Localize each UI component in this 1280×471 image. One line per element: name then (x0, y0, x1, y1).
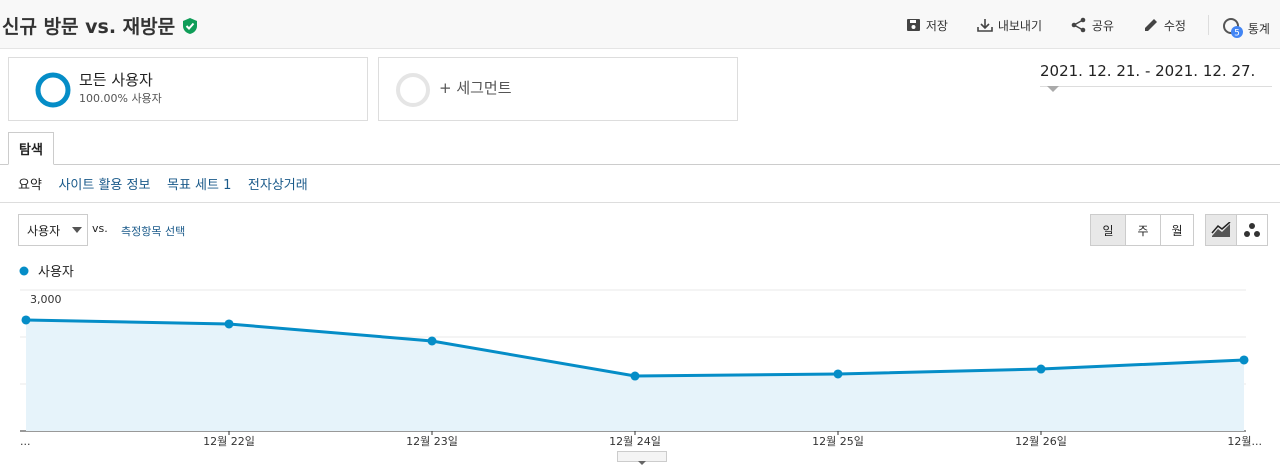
save-button[interactable]: 저장 (906, 17, 948, 34)
period-month[interactable]: 월 (1160, 214, 1194, 246)
legend-label: 사용자 (38, 265, 74, 280)
subtab[interactable]: 전자상거래 (247, 178, 308, 193)
legend-marker (19, 266, 29, 276)
divider (1208, 15, 1209, 35)
add-segment-label: + 세그먼트 (439, 79, 512, 97)
line-view[interactable] (1205, 214, 1237, 246)
tab[interactable]: 탐색 (8, 132, 54, 165)
x-tick-label: 12월 23일 (406, 434, 458, 448)
subtab[interactable]: 요약 (18, 178, 42, 193)
select-metric[interactable]: 측정항목 선택 (121, 225, 186, 238)
point (1239, 355, 1249, 365)
expand-handle[interactable] (617, 451, 667, 465)
verified-icon (182, 18, 197, 34)
segment-detail: 100.00% 사용자 (79, 92, 162, 105)
point (427, 336, 437, 346)
segment-name: 모든 사용자 (79, 71, 153, 89)
point (630, 371, 640, 381)
badge: 5 (1234, 29, 1240, 39)
point (224, 319, 234, 329)
report-title: 신규 방문 vs. 재방문 (2, 12, 198, 39)
export-button[interactable]: 내보내기 (976, 17, 1042, 34)
motion-view[interactable] (1236, 214, 1268, 246)
point (21, 315, 31, 325)
x-tick-label: 12월 26일 (1015, 434, 1067, 448)
insights-button[interactable]: 5 통계 (1222, 17, 1270, 39)
subtabs: 요약 사이트 활용 정보 목표 세트 1 전자상거래 (18, 174, 308, 193)
segment-card[interactable]: 모든 사용자 100.00% 사용자 (8, 57, 368, 121)
vs-label: vs. (92, 222, 108, 235)
period-day[interactable]: 일 (1090, 214, 1126, 246)
x-tick-label: 12월 22일 (203, 434, 255, 448)
x-tick-label: ... (20, 435, 31, 448)
period-week[interactable]: 주 (1125, 214, 1161, 246)
subtab[interactable]: 목표 세트 1 (166, 178, 232, 193)
metric-dropdown[interactable]: 사용자 (18, 214, 88, 246)
x-tick-label: 12월... (1227, 435, 1262, 448)
point (833, 369, 843, 379)
header (0, 0, 1280, 49)
x-tick-label: 12월 24일 (609, 434, 661, 448)
x-tick-label: 12월 25일 (812, 434, 864, 448)
edit-button[interactable]: 수정 (1142, 17, 1186, 34)
area (26, 319, 1244, 431)
add-segment[interactable]: + 세그먼트 (378, 57, 738, 121)
share-button[interactable]: 공유 (1070, 17, 1114, 34)
y-tick-label: 3,000 (30, 293, 62, 306)
date-range[interactable]: 2021. 12. 21. - 2021. 12. 27. (1040, 62, 1272, 92)
tab-border (0, 164, 1280, 165)
divider (0, 202, 1280, 203)
subtab[interactable]: 사이트 활용 정보 (58, 178, 151, 193)
point (1036, 364, 1046, 374)
segment-ring (35, 72, 71, 108)
